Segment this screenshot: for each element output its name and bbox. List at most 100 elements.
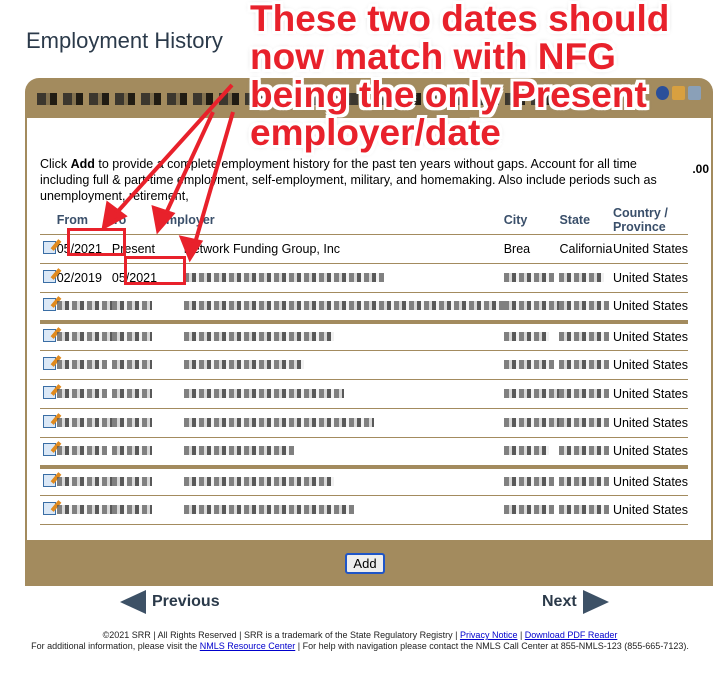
privacy-link[interactable]: Privacy Notice bbox=[459, 630, 518, 640]
col-city: City bbox=[503, 206, 560, 235]
redacted-text bbox=[56, 505, 112, 514]
edit-cell bbox=[40, 234, 57, 264]
view-icon[interactable] bbox=[672, 86, 685, 100]
table-row: 05/2021 Present Network Funding Group, Inc… bbox=[40, 234, 688, 264]
pdf-reader-link[interactable]: Download PDF Reader bbox=[524, 630, 618, 640]
cell-city bbox=[503, 495, 560, 525]
cell-city bbox=[503, 292, 560, 324]
cell-state bbox=[559, 263, 613, 293]
cell-employer bbox=[157, 321, 504, 351]
cell-country: United States bbox=[612, 466, 688, 496]
cell-state bbox=[559, 408, 613, 438]
next-label: Next bbox=[542, 593, 577, 610]
redacted-text bbox=[559, 273, 605, 282]
redacted-text bbox=[503, 360, 554, 369]
annotation-line: These two dates should bbox=[250, 0, 670, 39]
cell-from bbox=[56, 495, 112, 525]
intro-bold: Add bbox=[70, 157, 95, 171]
footer: ©2021 SRR | All Rights Reserved | SRR is… bbox=[0, 630, 720, 652]
redacted-text bbox=[56, 360, 107, 369]
edit-cell bbox=[40, 437, 57, 469]
edit-icon[interactable] bbox=[43, 328, 56, 342]
table-row: United States bbox=[40, 408, 688, 438]
edit-icon[interactable] bbox=[43, 386, 56, 399]
cell-from bbox=[56, 321, 112, 351]
redacted-text bbox=[503, 301, 559, 311]
cell-state bbox=[559, 350, 613, 380]
redacted-text bbox=[183, 389, 344, 398]
cell-city: Brea bbox=[503, 234, 560, 264]
highlight-box-from bbox=[67, 228, 126, 256]
page-title: Employment History bbox=[26, 28, 223, 53]
edit-icon[interactable] bbox=[43, 502, 56, 515]
edit-icon[interactable] bbox=[43, 443, 56, 457]
redacted-text bbox=[111, 418, 152, 427]
footer-text: | For help with navigation please contac… bbox=[295, 641, 689, 651]
annotation-text: These two dates should now match with NFG… bbox=[250, 0, 669, 152]
cell-city bbox=[503, 379, 560, 409]
redacted-text bbox=[183, 476, 334, 486]
redacted-text bbox=[503, 505, 554, 514]
arrowhead bbox=[178, 235, 204, 263]
cell-country: United States bbox=[612, 263, 688, 293]
redacted-text bbox=[559, 505, 610, 514]
redacted-header bbox=[37, 93, 557, 105]
table-row: United States bbox=[40, 321, 688, 351]
cell-to: Present bbox=[111, 234, 158, 264]
redacted-text bbox=[503, 476, 554, 486]
footer-text: For additional information, please visit… bbox=[31, 641, 200, 651]
redacted-text bbox=[111, 331, 152, 341]
arrow-line bbox=[191, 111, 235, 251]
edit-icon[interactable] bbox=[43, 415, 56, 428]
edit-icon[interactable] bbox=[43, 357, 56, 370]
cell-city bbox=[503, 408, 560, 438]
table-row: United States bbox=[40, 437, 688, 469]
edit-icon[interactable] bbox=[43, 270, 56, 283]
redacted-text bbox=[503, 418, 559, 427]
cell-state bbox=[559, 292, 613, 324]
redacted-text bbox=[559, 301, 610, 311]
redacted-text bbox=[183, 418, 374, 427]
previous-button[interactable]: Previous bbox=[120, 590, 220, 614]
edit-cell bbox=[40, 350, 57, 380]
redacted-text bbox=[111, 446, 152, 456]
edit-cell bbox=[40, 466, 57, 496]
cell-state bbox=[559, 466, 613, 496]
intro-text: Click bbox=[40, 157, 71, 171]
redacted-text bbox=[56, 301, 112, 311]
redacted-text bbox=[56, 389, 107, 398]
cell-employer bbox=[157, 379, 504, 409]
redacted-text bbox=[559, 476, 610, 486]
cell-city bbox=[503, 263, 560, 293]
redacted-text bbox=[183, 446, 294, 456]
print-icon[interactable] bbox=[688, 86, 701, 100]
table-row: United States bbox=[40, 379, 688, 409]
cell-employer bbox=[157, 263, 504, 293]
add-button[interactable]: Add bbox=[345, 553, 385, 574]
resource-center-link[interactable]: NMLS Resource Center bbox=[199, 641, 296, 651]
cell-state bbox=[559, 495, 613, 525]
edit-icon[interactable] bbox=[43, 241, 56, 254]
redacted-text bbox=[559, 446, 610, 456]
table-row: United States bbox=[40, 292, 688, 324]
cell-employer bbox=[157, 495, 504, 525]
help-icon[interactable] bbox=[656, 86, 669, 100]
redacted-text bbox=[559, 389, 610, 398]
cell-country: United States bbox=[612, 321, 688, 351]
cell-country: United States bbox=[612, 379, 688, 409]
cell-to bbox=[111, 379, 158, 409]
edit-icon[interactable] bbox=[43, 298, 56, 312]
cell-country: United States bbox=[612, 350, 688, 380]
edit-cell bbox=[40, 379, 57, 409]
redacted-text bbox=[56, 476, 112, 486]
next-button[interactable]: Next bbox=[542, 590, 609, 614]
edit-cell bbox=[40, 321, 57, 351]
cell-from bbox=[56, 408, 112, 438]
redacted-text bbox=[559, 360, 610, 369]
cell-to bbox=[111, 408, 158, 438]
redacted-text bbox=[111, 301, 152, 311]
redacted-text bbox=[56, 418, 112, 427]
cell-employer bbox=[157, 292, 504, 324]
edit-icon[interactable] bbox=[43, 473, 56, 487]
